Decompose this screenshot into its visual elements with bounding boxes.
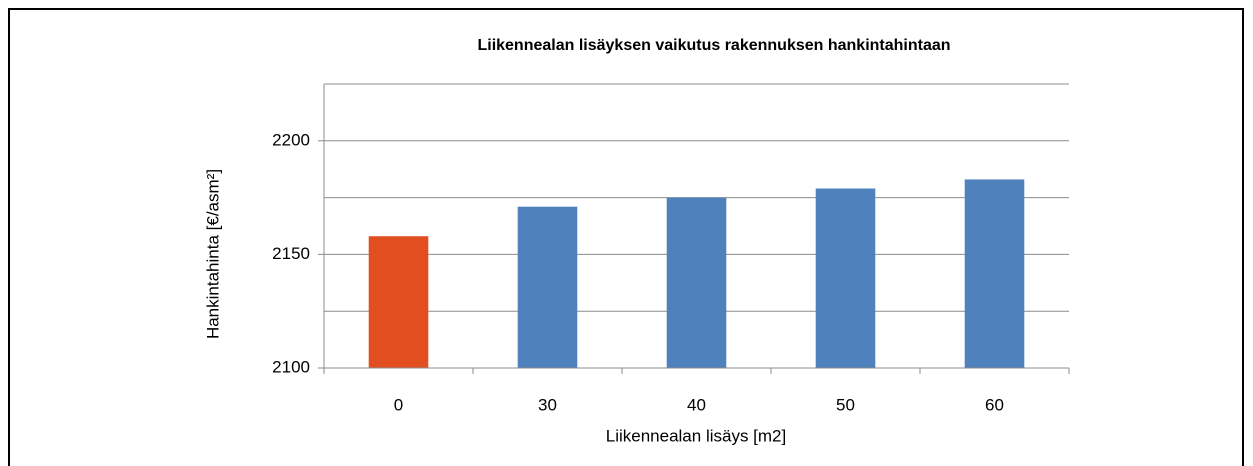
bar (666, 197, 727, 368)
frame (8, 8, 1244, 466)
x-tick-label: 30 (538, 395, 557, 414)
x-tick-label: 50 (836, 395, 855, 414)
x-tick-label: 60 (985, 395, 1004, 414)
bar (964, 179, 1025, 368)
y-tick-label: 2200 (272, 130, 310, 149)
x-tick-label: 40 (687, 395, 706, 414)
y-axis-label: Hankintahinta [€/asm²] (203, 169, 222, 339)
x-axis-label: Liikennealan lisäys [m2] (606, 426, 786, 445)
y-tick-label: 2100 (272, 357, 310, 376)
bar (815, 188, 876, 368)
bar (517, 206, 578, 368)
bar (368, 236, 429, 368)
y-tick-label: 2150 (272, 244, 310, 263)
chart-title: Liikennealan lisäyksen vaikutus rakennuk… (477, 37, 950, 54)
x-tick-label: 0 (394, 395, 403, 414)
